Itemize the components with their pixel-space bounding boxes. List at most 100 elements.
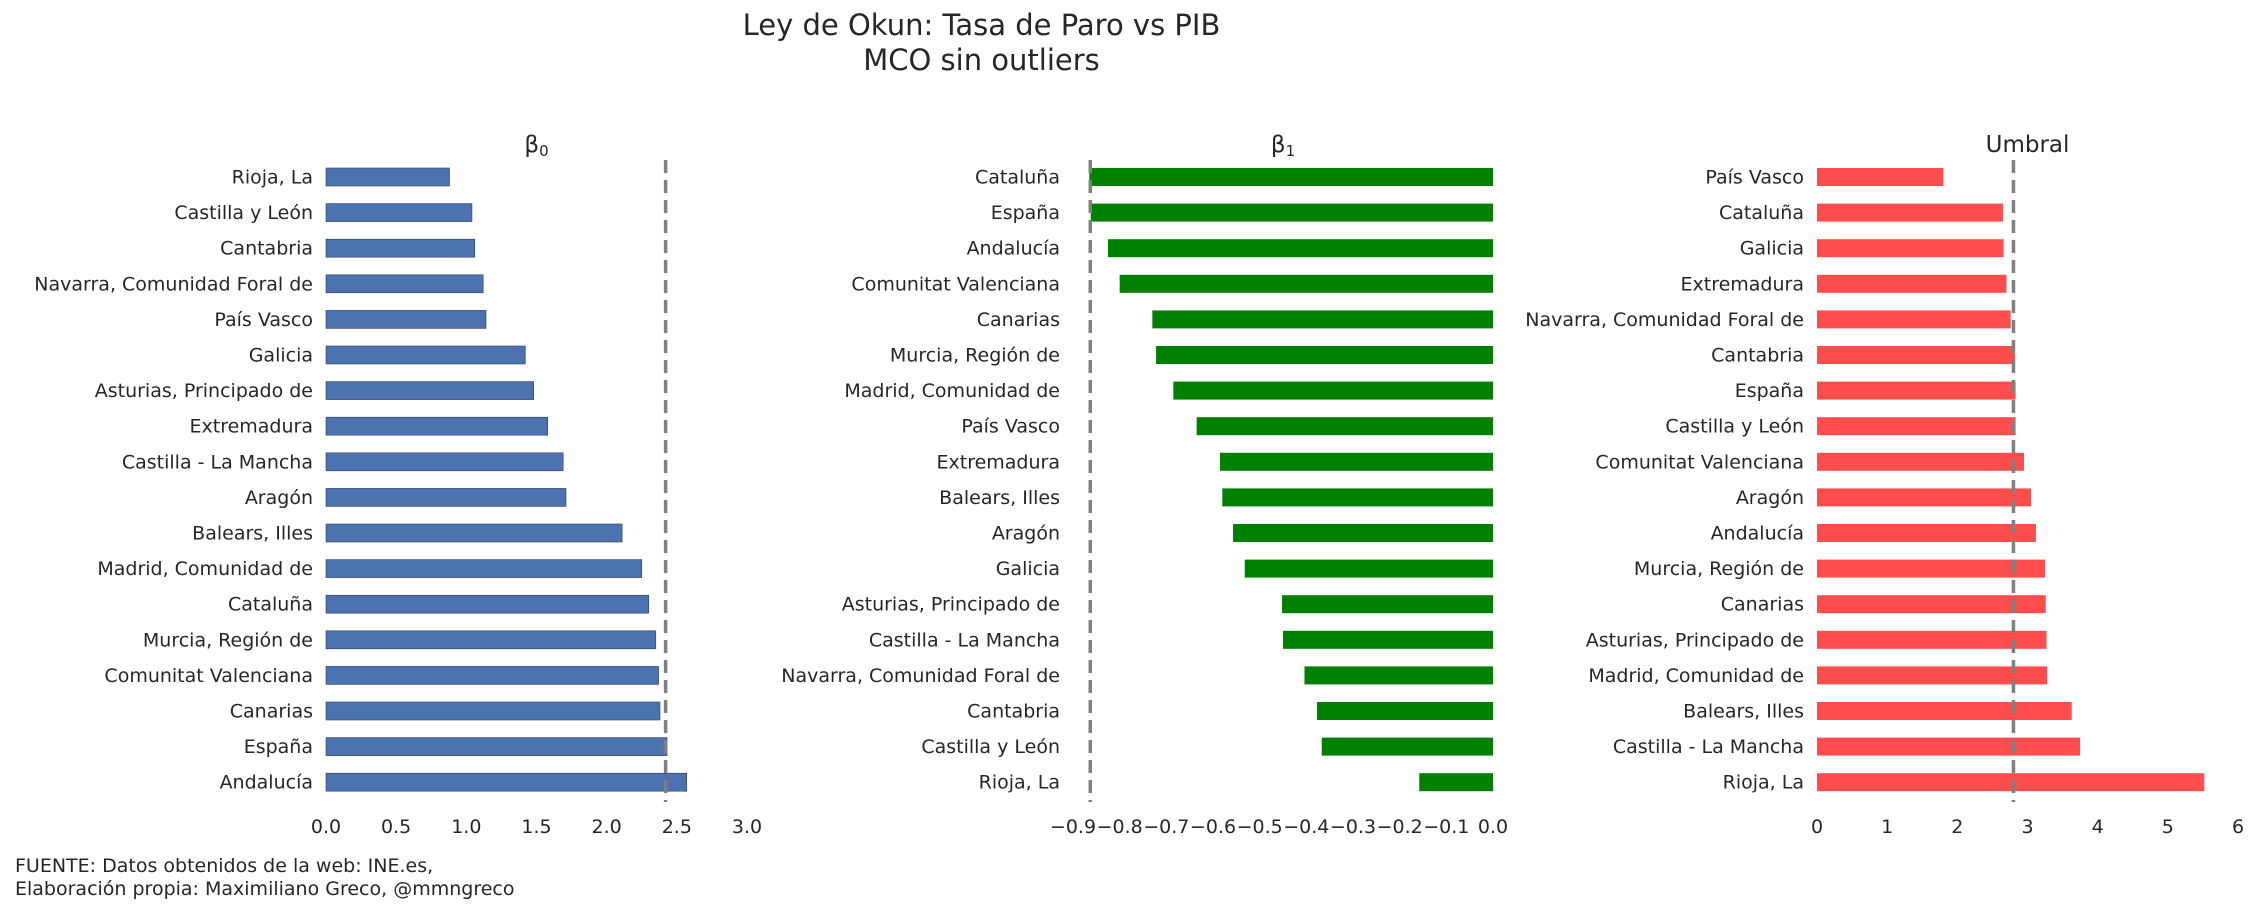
category-label: Canarias xyxy=(1721,594,1804,616)
category-label: España xyxy=(1735,380,1804,402)
category-label: Rioja, La xyxy=(979,772,1060,794)
x-tick-label: 2.0 xyxy=(592,816,622,838)
bar-beta0 xyxy=(325,594,650,614)
chart-title-text: Ley de Okun: Tasa de Paro vs PIB xyxy=(742,8,1221,42)
x-tick-label: 0.0 xyxy=(1478,816,1508,838)
category-label: Comunitat Valenciana xyxy=(1595,451,1804,473)
category-label: Castilla y León xyxy=(921,736,1060,758)
bar-beta1 xyxy=(1220,452,1493,471)
bar-umbral xyxy=(1817,595,2046,614)
category-label: Andalucía xyxy=(220,772,313,794)
source-note-line-1: FUENTE: Datos obtenidos de la web: INE.e… xyxy=(15,855,434,877)
category-label: Galicia xyxy=(249,345,313,367)
category-label: Madrid, Comunidad de xyxy=(1588,665,1804,687)
category-label: Galicia xyxy=(996,558,1060,580)
bar-beta0 xyxy=(325,488,567,507)
x-tick-label: −0.1 xyxy=(1423,816,1469,838)
category-label: País Vasco xyxy=(961,416,1060,438)
bar-umbral xyxy=(1817,452,2024,471)
category-label: Balears, Illes xyxy=(1683,701,1804,723)
category-label: Castilla y León xyxy=(1665,416,1804,438)
category-label: Rioja, La xyxy=(232,167,313,189)
bar-beta1 xyxy=(1152,310,1493,329)
bar-umbral xyxy=(1817,666,2048,685)
x-tick-label: 3.0 xyxy=(732,816,762,838)
bar-umbral xyxy=(1817,737,2081,756)
category-label: Cantabria xyxy=(967,701,1060,723)
bar-beta1 xyxy=(1282,595,1493,614)
x-tick-label: −0.8 xyxy=(1097,816,1143,838)
category-label: País Vasco xyxy=(1705,167,1804,189)
x-tick-label: 1.5 xyxy=(521,816,551,838)
bar-beta1 xyxy=(1304,666,1493,685)
source-note: FUENTE: Datos obtenidos de la web: INE.e… xyxy=(15,855,514,901)
category-label: Castilla - La Mancha xyxy=(1613,736,1804,758)
bar-beta1 xyxy=(1156,346,1493,364)
bar-beta0 xyxy=(325,559,643,578)
bar-umbral xyxy=(1817,310,2011,329)
category-label: Extremadura xyxy=(190,416,314,438)
category-label: Aragón xyxy=(1736,487,1804,509)
category-label: Asturias, Principado de xyxy=(1586,629,1804,651)
category-label: Extremadura xyxy=(1681,273,1805,295)
bar-umbral xyxy=(1817,524,2036,542)
category-label: Murcia, Región de xyxy=(890,345,1060,367)
x-tick-label: 0 xyxy=(1811,816,1823,838)
bar-beta0 xyxy=(325,167,450,187)
bar-beta0 xyxy=(325,772,687,792)
bar-beta0 xyxy=(325,238,476,258)
category-label: Cantabria xyxy=(220,238,313,260)
bar-umbral xyxy=(1817,559,2046,578)
bar-beta1 xyxy=(1222,488,1493,507)
bar-beta1 xyxy=(1321,737,1493,756)
category-label: Madrid, Comunidad de xyxy=(844,380,1060,402)
bar-beta0 xyxy=(325,274,484,294)
bar-umbral xyxy=(1817,417,2016,436)
x-tick-label: −0.6 xyxy=(1190,816,1236,838)
x-tick-label: 2.5 xyxy=(662,816,692,838)
bar-umbral xyxy=(1817,630,2047,649)
category-label: Asturias, Principado de xyxy=(842,594,1060,616)
category-label: Navarra, Comunidad Foral de xyxy=(1525,309,1804,331)
x-tick-label: −0.3 xyxy=(1330,816,1376,838)
category-label: Balears, Illes xyxy=(192,523,313,545)
panel-title-umbral: Umbral xyxy=(1986,132,2070,158)
panel-title-beta0: β0 xyxy=(524,132,548,160)
x-tick-label: −0.9 xyxy=(1050,816,1096,838)
x-tick-label: 4 xyxy=(2092,816,2104,838)
category-label: Cataluña xyxy=(975,167,1060,189)
category-label: Galicia xyxy=(1740,238,1804,260)
bar-beta1 xyxy=(1283,630,1493,649)
source-note-line-2: Elaboración propia: Maximiliano Greco, @… xyxy=(15,878,515,900)
x-tick-label: 0.0 xyxy=(311,816,341,838)
category-label: Cataluña xyxy=(1719,202,1804,224)
bar-beta0 xyxy=(325,310,487,329)
bar-beta0 xyxy=(325,345,526,365)
bar-beta1 xyxy=(1173,381,1493,400)
category-label: Canarias xyxy=(230,701,313,723)
bar-beta0 xyxy=(325,203,473,222)
panel-title-beta1: β1 xyxy=(1271,132,1295,160)
bar-umbral xyxy=(1817,239,2004,258)
bar-beta0 xyxy=(325,737,668,756)
bar-beta1 xyxy=(1317,702,1493,720)
category-label: Cataluña xyxy=(228,594,313,616)
category-label: España xyxy=(991,202,1060,224)
category-label: Comunitat Valenciana xyxy=(851,273,1060,295)
category-label: Castilla - La Mancha xyxy=(122,451,313,473)
bar-umbral xyxy=(1817,203,2003,222)
bar-umbral xyxy=(1817,168,1944,186)
x-tick-label: −0.7 xyxy=(1143,816,1189,838)
bar-beta1 xyxy=(1233,524,1493,542)
x-tick-label: 2 xyxy=(1951,816,1963,838)
bar-beta0 xyxy=(325,523,623,543)
category-label: Navarra, Comunidad Foral de xyxy=(34,273,313,295)
category-label: Madrid, Comunidad de xyxy=(97,558,313,580)
x-tick-label: 1.0 xyxy=(451,816,481,838)
bar-beta1 xyxy=(1090,203,1493,222)
category-label: Murcia, Región de xyxy=(1634,558,1804,580)
category-label: Castilla y León xyxy=(174,202,313,224)
bar-beta0 xyxy=(325,701,661,721)
bar-beta1 xyxy=(1419,773,1493,792)
